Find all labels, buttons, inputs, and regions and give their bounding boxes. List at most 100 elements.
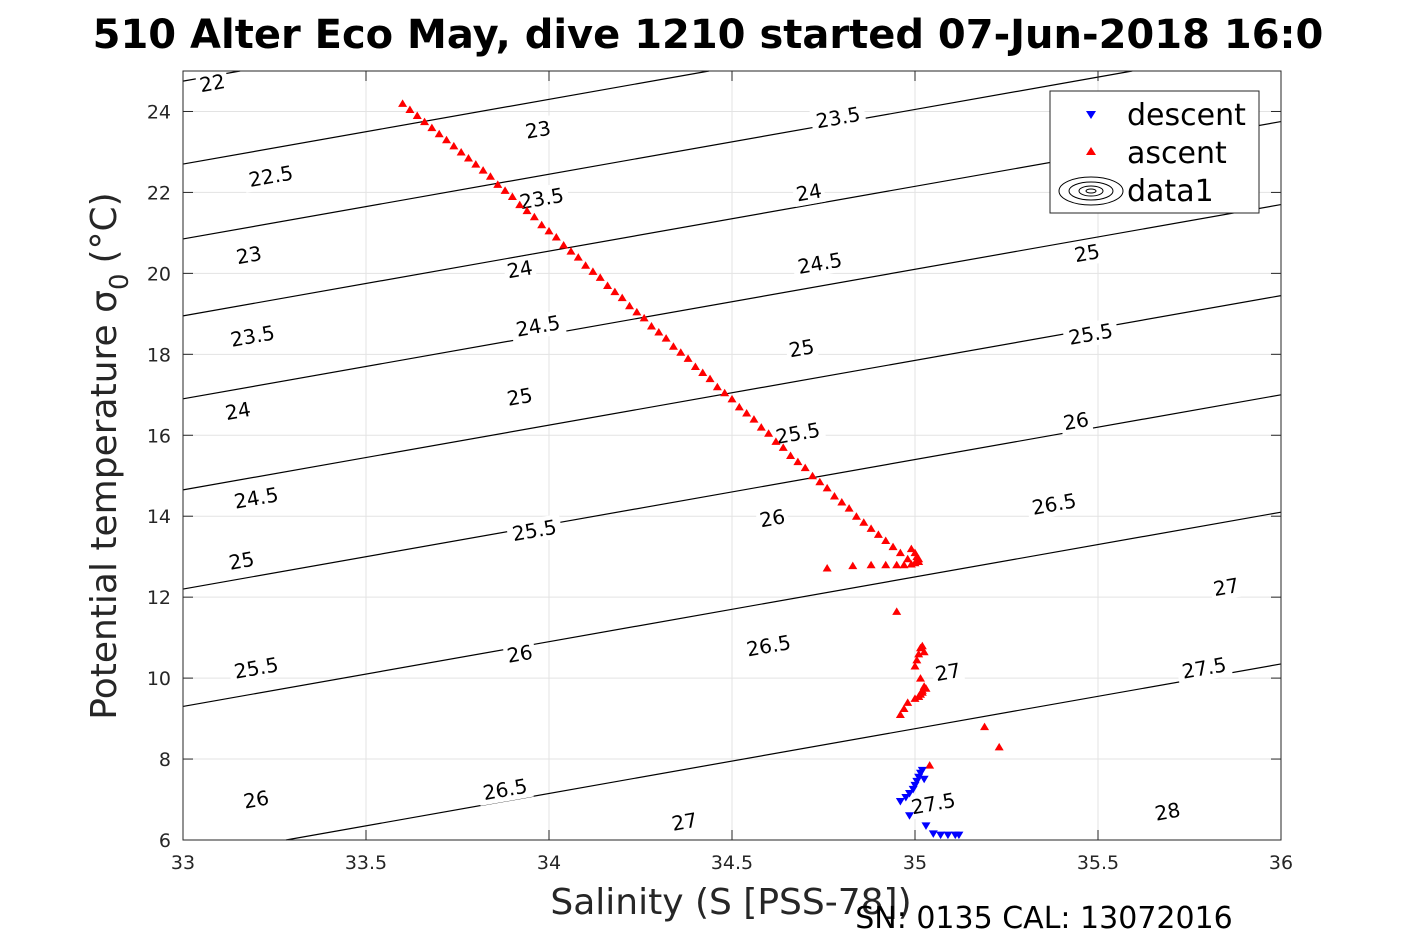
ascent-point: [786, 451, 796, 459]
legend-item-ascent: ascent: [1086, 136, 1227, 171]
contour-label-bg: [1208, 572, 1244, 602]
ascent-point: [493, 180, 503, 188]
ascent-point: [485, 172, 495, 180]
ascent-point: [829, 491, 839, 500]
contour-label-bg: [1058, 406, 1094, 436]
contour-label-text: 25: [1072, 239, 1101, 267]
contour-label-bg: [784, 333, 819, 363]
x-axis-label: Salinity (S [PSS-78]): [550, 882, 911, 923]
contour-label-bg: [502, 254, 538, 284]
ascent-point: [800, 463, 810, 472]
legend-label-data1: data1: [1127, 174, 1214, 209]
ascent-point: [822, 483, 832, 492]
ascent-point: [566, 247, 576, 255]
ascent-point: [873, 530, 883, 538]
contour-label-text: 26: [758, 504, 787, 532]
ascent-point: [815, 477, 825, 486]
descent-point: [919, 775, 929, 784]
contour-label-bg: [1062, 317, 1120, 351]
contour-label: 25: [1069, 238, 1105, 268]
contour-label-text: 27: [670, 808, 699, 836]
contour-label: 25: [224, 546, 259, 576]
ascent-point: [822, 564, 832, 572]
contour-label-text: 26: [242, 785, 271, 813]
y-tick-label: 16: [147, 425, 171, 447]
contour-label-text: 28: [1153, 798, 1182, 826]
ascent-point: [844, 504, 854, 512]
ascent-point: [559, 241, 569, 249]
ascent-point: [734, 402, 744, 411]
ascent-point: [910, 661, 920, 670]
ascent-point: [914, 649, 924, 658]
contour-label-bg: [791, 246, 849, 280]
y-tick-label: 10: [147, 668, 171, 690]
contour-label: 25: [784, 333, 819, 363]
ascent-point: [888, 542, 898, 551]
ascent-point: [925, 761, 935, 769]
ascent-point: [537, 220, 547, 229]
legend-label-descent: descent: [1127, 98, 1246, 133]
contour-label-bg: [904, 787, 962, 821]
descent-point: [943, 831, 953, 840]
ascent-point: [771, 437, 781, 445]
ascent-point: [895, 548, 905, 557]
ascent-point: [478, 166, 488, 174]
descent-series: [895, 766, 964, 840]
serial-calibration-note: SN: 0135 CAL: 13072016: [855, 901, 1233, 936]
contour-label-bg: [739, 629, 798, 663]
descent-point: [936, 831, 946, 840]
x-tick-label: 34.5: [711, 852, 753, 874]
ascent-point: [910, 694, 920, 702]
y-tick-label: 14: [147, 506, 171, 528]
contour-label-bg: [513, 181, 571, 216]
x-tick-label: 33: [171, 852, 195, 874]
ascent-point: [471, 160, 481, 168]
contour-label-bg: [227, 651, 285, 685]
ascent-point: [778, 443, 788, 451]
contour-line: [182, 511, 1282, 708]
contour-label-bg: [1025, 487, 1083, 521]
ascent-point: [895, 710, 905, 719]
contour-label-bg: [1175, 651, 1233, 685]
contour-label-text: 25: [505, 383, 534, 411]
ascent-point: [899, 704, 909, 712]
x-tick-label: 34: [537, 852, 561, 874]
contour-label-bg: [224, 546, 259, 576]
descent-point: [895, 798, 905, 806]
triangle-up-icon: [1086, 147, 1096, 155]
descent-point: [921, 822, 931, 830]
ascent-point: [603, 281, 613, 290]
contour-label-bg: [769, 416, 827, 450]
contour-icon: [1058, 176, 1124, 206]
y-tick-label: 22: [147, 182, 171, 204]
contour-label-bg: [1150, 797, 1185, 827]
y-tick-label: 12: [147, 587, 171, 609]
ascent-point: [866, 524, 876, 532]
contour-label-bg: [502, 639, 538, 669]
contour-label: 26.5: [739, 629, 798, 663]
ascent-point: [749, 415, 759, 423]
contour-label-bg: [505, 513, 564, 547]
y-tick-label: 18: [147, 344, 171, 366]
ascent-point: [398, 99, 408, 107]
contour-label: 23: [231, 240, 267, 270]
x-tick-label: 33.5: [345, 852, 387, 874]
ascent-point: [610, 287, 620, 296]
contour-line: [182, 203, 1282, 400]
ascent-point: [581, 261, 591, 269]
ascent-point: [808, 471, 818, 480]
ascent-point: [906, 559, 916, 568]
ascent-point: [654, 328, 664, 336]
x-axis-ticks: 33 33.5 34 34.5 35 35.5 36: [171, 71, 1293, 874]
contour-label-bg: [502, 382, 538, 412]
ascent-point: [851, 512, 861, 520]
contour-label: 26: [1058, 406, 1094, 436]
descent-point: [901, 794, 911, 802]
y-tick-label: 24: [147, 101, 171, 123]
contour-line: [182, 394, 1282, 590]
contour-label-text: 24: [505, 255, 534, 283]
y-tick-label: 20: [147, 263, 171, 285]
contour-label-text: 24: [223, 397, 252, 425]
contour-label: 27.5: [904, 787, 962, 821]
